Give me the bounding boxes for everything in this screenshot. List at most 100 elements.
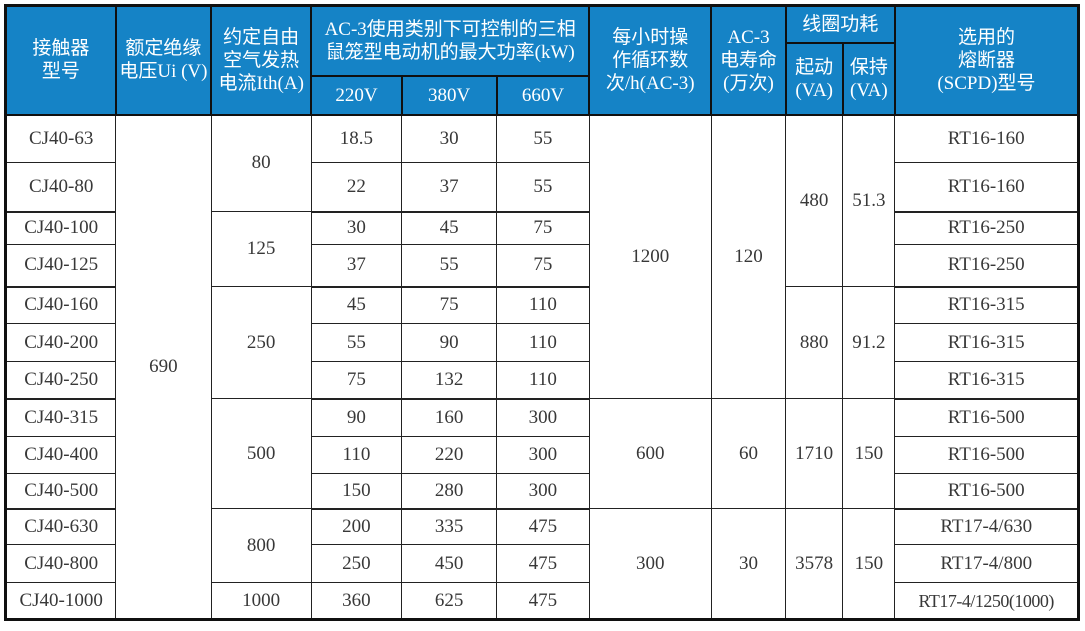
fuse-cell: RT17-4/1250(1000) (894, 582, 1079, 620)
model-cell: CJ40-80 (4, 162, 117, 213)
kw660-cell: 475 (496, 544, 590, 583)
fuse-cell: RT16-250 (894, 211, 1079, 245)
kw380-cell: 30 (401, 114, 498, 163)
model-cell: CJ40-630 (4, 508, 117, 545)
fuse-cell: RT16-315 (894, 323, 1079, 362)
table-row: CJ40-200 55 90 110 RT16-315 (4, 323, 1079, 362)
kw380-cell: 280 (401, 473, 498, 510)
header-coil-start: 起动 (VA) (784, 41, 844, 116)
contactor-spec-table: 接触器 型号 额定绝缘 电压Ui (V) 约定自由 空气发热 电流Ith(A) … (4, 4, 1080, 621)
table-row: CJ40-100 125 30 45 75 RT16-250 (4, 211, 1079, 287)
header-fuse-type: 选用的 熔断器 (SCPD)型号 (893, 4, 1080, 116)
coil-hold-cell: 150 (842, 508, 896, 620)
kw660-cell: 55 (496, 114, 590, 163)
table-header: 接触器 型号 额定绝缘 电压Ui (V) 约定自由 空气发热 电流Ith(A) … (4, 4, 1080, 116)
ith-cell: 800 (210, 508, 312, 583)
kw660-cell: 300 (496, 436, 590, 474)
life-cell: 120 (710, 114, 787, 399)
kw660-cell: 300 (496, 473, 590, 510)
ith-cell: 500 (210, 398, 312, 509)
coil-hold-cell: 91.2 (842, 286, 896, 399)
kw660-cell: 475 (496, 582, 590, 620)
fuse-cell: RT17-4/630 (894, 508, 1079, 545)
fuse-cell: RT16-500 (894, 473, 1079, 510)
fuse-cell: RT16-315 (894, 361, 1079, 400)
kw220-cell: 250 (310, 544, 403, 583)
table-row: CJ40-63 690 80 18.5 30 55 1200 120 480 5… (4, 114, 1079, 620)
coil-hold-cell: 150 (842, 398, 896, 509)
header-coil-hold: 保持 (VA) (841, 41, 896, 116)
model-cell: CJ40-1000 (4, 582, 117, 620)
fuse-cell: RT16-160 (894, 162, 1079, 213)
coil-hold-cell: 51.3 (842, 114, 896, 287)
kw380-cell: 220 (401, 436, 498, 474)
kw660-cell: 300 (496, 398, 590, 437)
header-coil-consumption: 线圈功耗 (784, 4, 896, 44)
kw660-cell: 110 (496, 361, 590, 400)
header-380v: 380V (400, 74, 498, 116)
kw220-cell: 22 (310, 162, 403, 213)
kw220-cell: 30 (310, 211, 403, 245)
header-660v: 660V (495, 74, 591, 116)
kw220-cell: 360 (310, 582, 403, 620)
model-cell: CJ40-315 (4, 398, 117, 437)
coil-start-cell: 3578 (785, 508, 844, 620)
kw220-cell: 45 (310, 286, 403, 324)
kw220-cell: 200 (310, 508, 403, 545)
ith-cell: 125 (210, 211, 312, 287)
model-cell: CJ40-200 (4, 323, 117, 362)
ith-cell: 80 (210, 114, 312, 212)
kw380-cell: 160 (401, 398, 498, 437)
fuse-cell: RT17-4/800 (894, 544, 1079, 583)
kw380-cell: 37 (401, 162, 498, 213)
fuse-cell: RT16-160 (894, 114, 1079, 163)
kw380-cell: 55 (401, 244, 498, 288)
life-cell: 30 (710, 508, 787, 620)
kw660-cell: 475 (496, 508, 590, 545)
ith-cell: 250 (210, 286, 312, 399)
table-body: CJ40-63 690 80 18.5 30 55 1200 120 480 5… (4, 114, 1079, 620)
kw660-cell: 75 (496, 244, 590, 288)
kw380-cell: 335 (401, 508, 498, 545)
fuse-cell: RT16-250 (894, 244, 1079, 288)
kw380-cell: 450 (401, 544, 498, 583)
table-row: CJ40-315 500 90 160 300 600 60 1710 150 … (4, 398, 1079, 509)
model-cell: CJ40-63 (4, 114, 117, 163)
kw220-cell: 55 (310, 323, 403, 362)
header-operating-cycles: 每小时操 作循环数 次/h(AC-3) (588, 4, 713, 116)
kw380-cell: 45 (401, 211, 498, 245)
model-cell: CJ40-160 (4, 286, 117, 324)
table-row: CJ40-160 250 45 75 110 880 91.2 RT16-315 (4, 286, 1079, 399)
header-ac3-max-power: AC-3使用类别下可控制的三相 鼠笼型电动机的最大功率(kW) (310, 4, 591, 77)
model-cell: CJ40-100 (4, 211, 117, 245)
coil-start-cell: 880 (785, 286, 844, 399)
page-canvas: 接触器 型号 额定绝缘 电压Ui (V) 约定自由 空气发热 电流Ith(A) … (0, 4, 1085, 631)
kw220-cell: 37 (310, 244, 403, 288)
table-row: CJ40-800 250 450 475 RT17-4/800 (4, 544, 1079, 583)
fuse-cell: RT16-500 (894, 398, 1079, 437)
header-electrical-life: AC-3 电寿命 (万次) (710, 4, 787, 116)
table-row: CJ40-1000 1000 360 625 475 RT17-4/1250(1… (4, 582, 1079, 620)
model-cell: CJ40-800 (4, 544, 117, 583)
kw660-cell: 110 (496, 323, 590, 362)
table-row: CJ40-630 800 200 335 475 300 30 3578 150… (4, 508, 1079, 620)
kw380-cell: 132 (401, 361, 498, 400)
ith-cell: 1000 (210, 582, 312, 620)
table-row: CJ40-125 37 55 75 RT16-250 (4, 244, 1079, 288)
table-row: CJ40-500 150 280 300 RT16-500 (4, 473, 1079, 510)
table-row: CJ40-400 110 220 300 RT16-500 (4, 436, 1079, 474)
header-thermal-current: 约定自由 空气发热 电流Ith(A) (210, 4, 313, 116)
model-cell: CJ40-400 (4, 436, 117, 474)
model-cell: CJ40-500 (4, 473, 117, 510)
rated-voltage-cell: 690 (115, 114, 212, 620)
model-cell: CJ40-250 (4, 361, 117, 400)
kw660-cell: 110 (496, 286, 590, 324)
header-rated-insulation-voltage: 额定绝缘 电压Ui (V) (114, 4, 213, 116)
life-cell: 60 (710, 398, 787, 509)
model-cell: CJ40-125 (4, 244, 117, 288)
header-contactor-model: 接触器 型号 (4, 4, 117, 116)
table-row: CJ40-80 22 37 55 RT16-160 (4, 162, 1079, 213)
kw380-cell: 75 (401, 286, 498, 324)
header-220v: 220V (310, 74, 403, 116)
kw380-cell: 90 (401, 323, 498, 362)
